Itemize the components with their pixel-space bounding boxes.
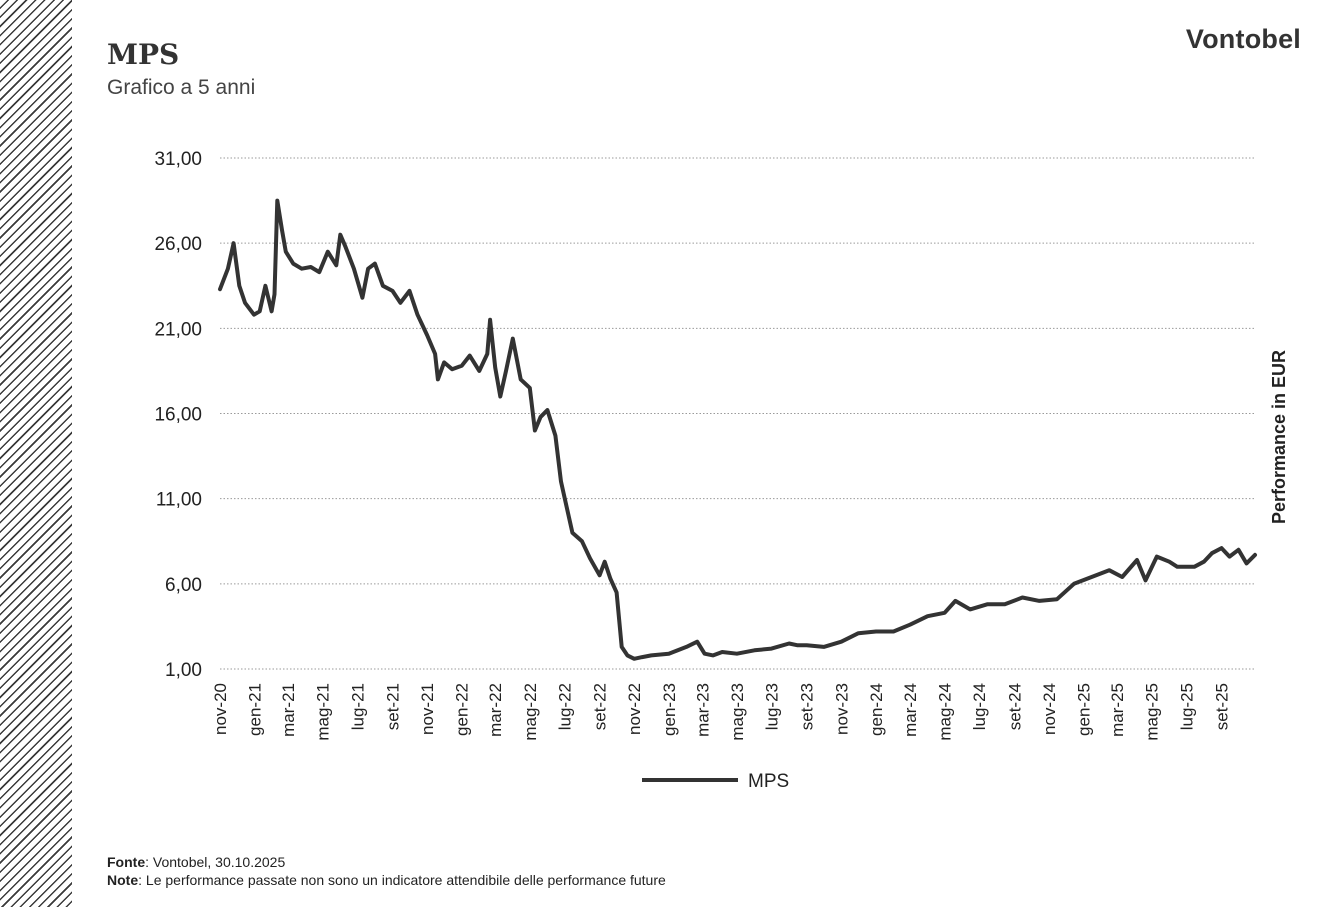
x-tick-label: mar-21 [279,683,298,737]
x-tick-label: set-23 [798,683,817,730]
x-tick-label: mag-24 [936,683,955,741]
y-tick-label: 21,00 [154,319,202,340]
x-tick-label: set-25 [1213,683,1232,730]
legend-label-mps: MPS [748,771,789,792]
x-tick-label: nov-24 [1040,683,1059,735]
x-tick-label: gen-21 [246,683,265,736]
gridlines [220,157,1255,670]
x-tick-label: nov-23 [832,683,851,735]
series-layer [218,198,1257,661]
x-tick-label: lug-24 [970,683,989,730]
x-tick-label: nov-20 [211,683,230,735]
x-tick-label: gen-23 [660,683,679,736]
y-axis-label: Performance in EUR [1269,350,1289,524]
note-line: Note: Le performance passate non sono un… [107,871,666,889]
y-tick-label: 6,00 [165,575,202,596]
x-tick-label: lug-22 [555,683,574,730]
x-tick-label: set-21 [384,683,403,730]
vontobel-logo: Vontobel [1185,24,1301,54]
x-tick-label: nov-22 [625,683,644,735]
x-tick-label: mar-25 [1108,683,1127,737]
x-tick-label: nov-21 [418,683,437,735]
x-tick-label: mar-22 [486,683,505,737]
y-tick-label: 1,00 [165,660,202,681]
y-axis-ticks: 31,00 26,00 21,00 16,00 11,00 6,00 1,00 [154,149,202,681]
x-tick-label: lug-21 [348,683,367,730]
series-line-mps [218,198,1257,661]
source-line: Fonte: Vontobel, 30.10.2025 [107,853,666,871]
x-tick-label: mag-22 [521,683,540,741]
x-axis-ticks: nov-20 gen-21 mar-21 mag-21 lug-21 set-21 nov-… [211,683,1232,741]
x-tick-label: mag-21 [314,683,333,741]
x-tick-label: mag-23 [728,683,747,741]
footer-notes: Fonte: Vontobel, 30.10.2025 Note: Le per… [107,853,666,889]
x-tick-label: gen-22 [453,683,472,736]
note-label: Note [107,872,139,888]
page-title: MPS [107,38,180,71]
x-tick-label: mar-23 [693,683,712,737]
x-tick-label: gen-25 [1075,683,1094,736]
y-tick-label: 11,00 [156,490,202,511]
x-tick-label: set-24 [1005,683,1024,730]
page-subtitle: Grafico a 5 anni [107,76,256,99]
x-tick-label: mag-25 [1143,683,1162,741]
hatched-side-band [0,0,72,907]
x-tick-label: lug-23 [763,683,782,730]
source-label: Fonte [107,854,146,870]
y-tick-label: 31,00 [154,149,202,170]
y-tick-label: 26,00 [154,234,202,255]
legend: MPS [642,771,789,792]
note-text: : Le performance passate non sono un ind… [138,872,666,888]
x-tick-label: gen-24 [867,683,886,736]
x-tick-label: lug-25 [1177,683,1196,730]
x-tick-label: set-22 [591,683,610,730]
y-tick-label: 16,00 [154,405,202,426]
source-text: : Vontobel, 30.10.2025 [145,854,286,870]
x-tick-label: mar-24 [901,683,920,737]
